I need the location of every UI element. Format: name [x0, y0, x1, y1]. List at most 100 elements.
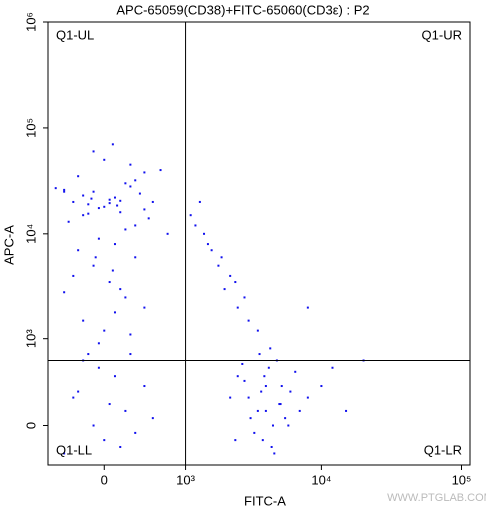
point — [236, 306, 239, 309]
quadrant-label: Q1-UL — [56, 27, 94, 42]
point — [63, 291, 66, 294]
point — [134, 431, 137, 434]
point — [151, 200, 154, 203]
point — [261, 439, 264, 442]
y-tick-label: 10⁴ — [23, 224, 38, 244]
point — [92, 150, 95, 153]
point — [260, 390, 263, 393]
point — [220, 256, 223, 259]
point — [92, 264, 95, 267]
y-tick-label: 0 — [23, 422, 38, 429]
point — [124, 296, 127, 299]
point — [77, 390, 80, 393]
point — [82, 319, 85, 322]
point — [306, 396, 309, 399]
point — [129, 163, 132, 166]
y-tick-label: 10³ — [23, 329, 38, 348]
point — [103, 158, 106, 161]
point — [113, 243, 116, 246]
point — [256, 409, 259, 412]
point — [249, 417, 252, 420]
point — [258, 353, 261, 356]
point — [90, 197, 93, 200]
point — [234, 281, 237, 284]
point — [119, 288, 122, 291]
point — [103, 439, 106, 442]
point — [97, 207, 100, 210]
x-tick-label: 0 — [101, 472, 108, 487]
point — [97, 237, 100, 240]
point — [124, 228, 127, 231]
point — [206, 243, 209, 246]
point — [134, 179, 137, 182]
point — [97, 342, 100, 345]
point — [143, 385, 146, 388]
y-axis-label: APC-A — [1, 225, 16, 265]
point — [108, 202, 111, 205]
point — [119, 445, 122, 448]
y-tick-label: 10⁶ — [23, 12, 38, 32]
point — [247, 319, 250, 322]
point — [87, 212, 90, 215]
point — [63, 188, 66, 191]
point — [119, 211, 122, 214]
point — [72, 396, 75, 399]
point — [279, 403, 282, 406]
point — [82, 214, 85, 217]
y-tick-label: 10⁵ — [23, 118, 38, 138]
chart-title: APC-65059(CD38)+FITC-65060(CD3ε) : P2 — [116, 2, 369, 17]
quadrant-label: Q1-LR — [424, 442, 462, 457]
point — [143, 306, 146, 309]
point — [217, 264, 220, 267]
point — [256, 329, 259, 332]
point — [97, 366, 100, 369]
point — [72, 200, 75, 203]
point — [108, 198, 111, 201]
point — [280, 385, 283, 388]
point — [264, 385, 267, 388]
point — [151, 417, 154, 420]
point — [298, 409, 301, 412]
point — [271, 424, 274, 427]
point — [210, 249, 213, 252]
point — [119, 199, 122, 202]
point — [198, 200, 201, 203]
point — [345, 409, 348, 412]
point — [129, 353, 132, 356]
point — [234, 439, 237, 442]
point — [138, 192, 141, 195]
point — [243, 296, 246, 299]
point — [263, 375, 266, 378]
point — [278, 403, 281, 406]
point — [87, 353, 90, 356]
point — [243, 379, 246, 382]
point — [289, 390, 292, 393]
plot-frame — [47, 21, 471, 466]
point — [63, 452, 66, 455]
point — [147, 217, 150, 220]
point — [267, 366, 270, 369]
point — [306, 306, 309, 309]
point — [72, 274, 75, 277]
point — [270, 445, 273, 448]
point — [67, 220, 70, 223]
point — [264, 409, 267, 412]
x-axis-label: FITC-A — [244, 493, 286, 508]
point — [143, 208, 146, 211]
point — [111, 269, 114, 272]
point — [143, 171, 146, 174]
point — [273, 452, 276, 455]
x-tick-label: 10⁵ — [452, 472, 472, 487]
point — [284, 417, 287, 420]
point — [92, 190, 95, 193]
point — [77, 175, 80, 178]
point — [223, 288, 226, 291]
point — [108, 403, 111, 406]
point — [294, 370, 297, 373]
point — [111, 143, 114, 146]
point — [103, 205, 106, 208]
point — [63, 190, 66, 193]
point — [134, 224, 137, 227]
x-tick-label: 10⁴ — [311, 472, 331, 487]
